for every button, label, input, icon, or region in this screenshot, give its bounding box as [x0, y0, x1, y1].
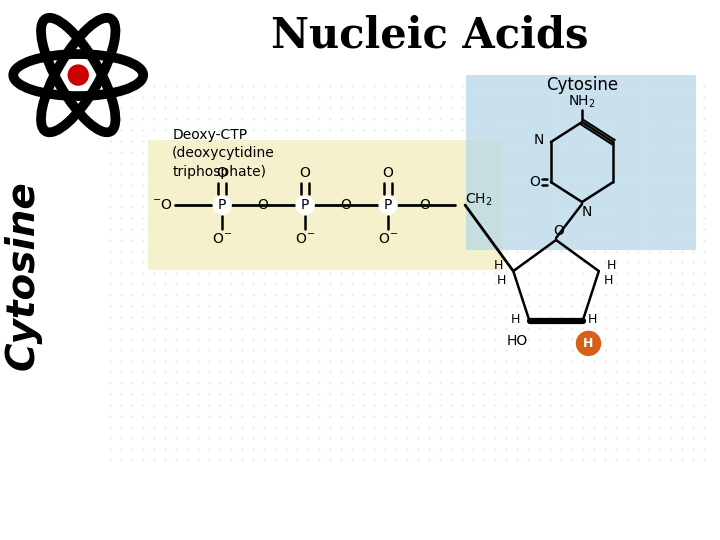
- Circle shape: [68, 65, 89, 85]
- Text: NH$_2$: NH$_2$: [568, 94, 596, 110]
- Text: O: O: [383, 166, 394, 180]
- Text: O$^{-}$: O$^{-}$: [295, 232, 315, 246]
- Text: N: N: [534, 133, 544, 147]
- Circle shape: [577, 332, 600, 355]
- Text: O: O: [300, 166, 310, 180]
- Text: H: H: [494, 259, 503, 272]
- Text: O: O: [529, 175, 540, 189]
- Text: O$^{-}$: O$^{-}$: [378, 232, 398, 246]
- Text: H: H: [588, 313, 597, 326]
- Text: H: H: [583, 337, 594, 350]
- Circle shape: [213, 196, 231, 214]
- Text: O: O: [554, 224, 564, 238]
- Text: H: H: [497, 274, 506, 287]
- Text: Cytosine: Cytosine: [546, 76, 618, 94]
- Text: O: O: [217, 166, 228, 180]
- Text: $^{-}$O: $^{-}$O: [153, 198, 174, 212]
- Text: Cytosine: Cytosine: [4, 180, 41, 370]
- FancyBboxPatch shape: [148, 140, 503, 270]
- Circle shape: [296, 196, 314, 214]
- Text: O$^{-}$: O$^{-}$: [212, 232, 233, 246]
- Text: P: P: [218, 198, 226, 212]
- Text: Deoxy-CTP
(deoxycytidine
triphosphate): Deoxy-CTP (deoxycytidine triphosphate): [172, 128, 275, 179]
- Text: H: H: [604, 274, 613, 287]
- Circle shape: [379, 196, 397, 214]
- Text: Nucleic Acids: Nucleic Acids: [271, 14, 589, 56]
- Text: HO: HO: [506, 334, 528, 348]
- Text: H: H: [511, 313, 521, 326]
- Text: N: N: [582, 205, 593, 219]
- Text: O: O: [420, 198, 431, 212]
- Text: P: P: [301, 198, 310, 212]
- Text: O: O: [341, 198, 351, 212]
- Text: H: H: [607, 259, 616, 272]
- Text: P: P: [384, 198, 392, 212]
- FancyBboxPatch shape: [466, 75, 696, 250]
- Text: O: O: [258, 198, 269, 212]
- Text: CH$_2$: CH$_2$: [465, 192, 492, 208]
